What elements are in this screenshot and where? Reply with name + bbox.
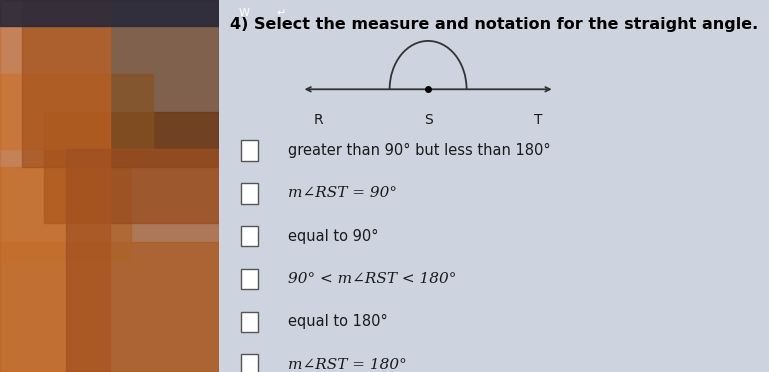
Bar [0,167,131,260]
Text: R: R [313,113,323,128]
Bar [0,0,109,372]
Bar [65,149,219,372]
Text: W: W [238,8,249,18]
Text: 90° < m∠RST < 180°: 90° < m∠RST < 180° [288,272,456,286]
FancyBboxPatch shape [241,140,258,161]
Text: S: S [424,113,432,128]
Text: ↵: ↵ [277,8,286,18]
Bar [44,112,219,223]
FancyBboxPatch shape [241,183,258,204]
Text: m∠RST = 90°: m∠RST = 90° [288,186,397,201]
Text: equal to 180°: equal to 180° [288,314,388,329]
Text: equal to 90°: equal to 90° [288,229,378,244]
FancyBboxPatch shape [241,269,258,289]
Bar [0,242,219,372]
FancyBboxPatch shape [241,312,258,332]
Text: greater than 90° but less than 180°: greater than 90° but less than 180° [288,143,551,158]
Text: m∠RST = 180°: m∠RST = 180° [288,357,407,372]
FancyBboxPatch shape [241,226,258,247]
Text: 4) Select the measure and notation for the straight angle.: 4) Select the measure and notation for t… [230,17,758,32]
Bar [0,0,219,26]
Bar [0,74,153,149]
FancyBboxPatch shape [241,355,258,372]
Text: T: T [534,113,542,128]
Bar [22,0,219,167]
